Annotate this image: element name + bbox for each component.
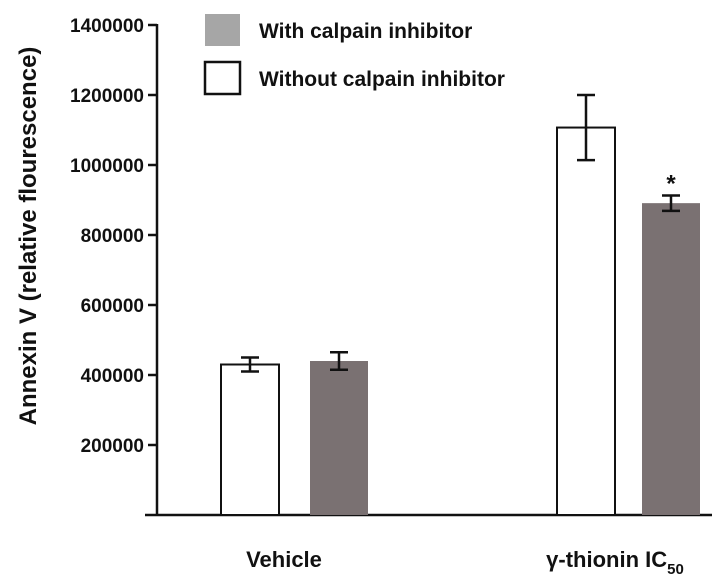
y-tick-label-3: 800000 bbox=[81, 226, 144, 247]
legend-swatch-1 bbox=[203, 60, 242, 96]
category-labels: Vehicle γ-thionin IC50 bbox=[246, 547, 684, 578]
category-label-subscript-1: 50 bbox=[667, 561, 684, 578]
y-axis-title: Annexin V (relative flourescence) bbox=[15, 47, 42, 426]
y-tick-label-5: 1200000 bbox=[70, 86, 144, 107]
category-label-1: γ-thionin IC50 bbox=[546, 547, 684, 578]
legend-swatch-0 bbox=[205, 14, 240, 46]
legend-label-1: Without calpain inhibitor bbox=[259, 68, 505, 91]
category-label-main-1: γ-thionin IC bbox=[546, 547, 667, 572]
y-axis: 200000 400000 600000 800000 1000000 1200000 14… bbox=[70, 16, 159, 515]
legend: With calpain inhibitor Without calpain in… bbox=[203, 14, 505, 96]
legend-label-0: With calpain inhibitor bbox=[259, 20, 472, 43]
error-bars bbox=[241, 93, 680, 373]
category-label-main-0: Vehicle bbox=[246, 547, 322, 572]
significance-marker-0: * bbox=[666, 170, 676, 197]
bar-without-0 bbox=[220, 363, 280, 516]
bar-with-1 bbox=[642, 203, 700, 515]
annotations: * bbox=[666, 170, 676, 197]
bar-with-0 bbox=[310, 361, 368, 515]
y-tick-label-0: 200000 bbox=[81, 436, 144, 457]
y-tick-label-4: 1000000 bbox=[70, 156, 144, 177]
bars bbox=[220, 126, 700, 517]
bar-without-1 bbox=[556, 126, 616, 517]
y-tick-label-6: 1400000 bbox=[70, 16, 144, 37]
y-tick-label-1: 400000 bbox=[81, 366, 144, 387]
y-tick-label-2: 600000 bbox=[81, 296, 144, 317]
category-label-0: Vehicle bbox=[246, 547, 322, 572]
